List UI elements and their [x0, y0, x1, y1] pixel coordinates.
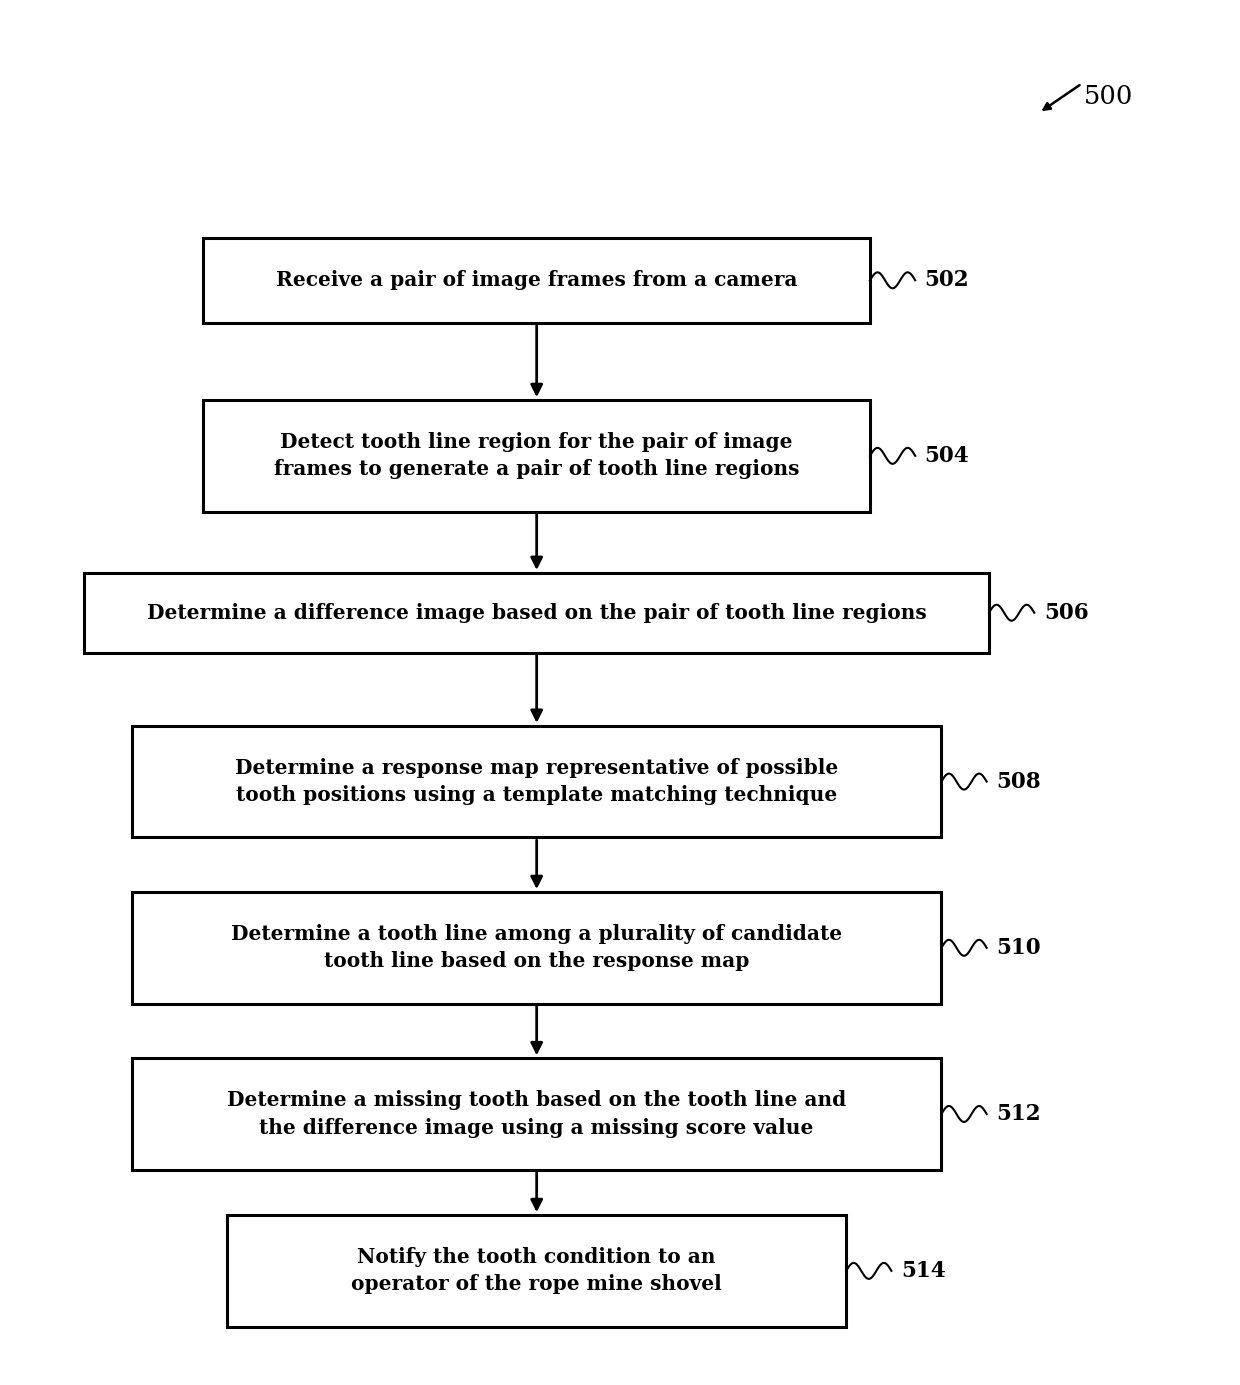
- Text: 512: 512: [996, 1102, 1040, 1125]
- Text: 508: 508: [996, 770, 1040, 792]
- Text: Determine a response map representative of possible
tooth positions using a temp: Determine a response map representative …: [236, 758, 838, 805]
- Text: 500: 500: [1084, 84, 1133, 109]
- Text: Determine a tooth line among a plurality of candidate
tooth line based on the re: Determine a tooth line among a plurality…: [231, 924, 842, 971]
- Text: Receive a pair of image frames from a camera: Receive a pair of image frames from a ca…: [277, 270, 797, 291]
- Text: Determine a difference image based on the pair of tooth line regions: Determine a difference image based on th…: [146, 602, 926, 623]
- FancyBboxPatch shape: [84, 573, 990, 652]
- Text: Determine a missing tooth based on the tooth line and
the difference image using: Determine a missing tooth based on the t…: [227, 1090, 846, 1137]
- FancyBboxPatch shape: [227, 1215, 846, 1327]
- Text: 510: 510: [996, 936, 1040, 958]
- Text: Detect tooth line region for the pair of image
frames to generate a pair of toot: Detect tooth line region for the pair of…: [274, 432, 800, 479]
- Text: 506: 506: [1044, 601, 1089, 623]
- Text: 514: 514: [901, 1260, 946, 1283]
- FancyBboxPatch shape: [131, 1058, 941, 1170]
- Text: 504: 504: [925, 445, 970, 467]
- Text: 502: 502: [925, 269, 970, 291]
- FancyBboxPatch shape: [131, 726, 941, 838]
- Text: Notify the tooth condition to an
operator of the rope mine shovel: Notify the tooth condition to an operato…: [351, 1248, 722, 1295]
- FancyBboxPatch shape: [203, 238, 870, 323]
- FancyBboxPatch shape: [203, 400, 870, 511]
- FancyBboxPatch shape: [131, 892, 941, 1004]
